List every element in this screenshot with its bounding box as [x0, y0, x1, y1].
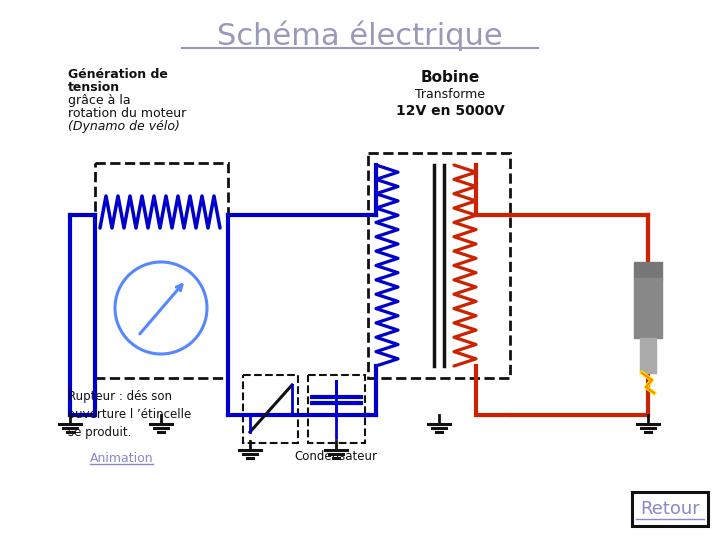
Text: Rupteur : dés son
ouverture l ’étincelle
se produit.: Rupteur : dés son ouverture l ’étincelle… — [68, 390, 192, 439]
Text: Animation: Animation — [90, 452, 153, 465]
Text: rotation du moteur: rotation du moteur — [68, 107, 186, 120]
Text: Bobine: Bobine — [420, 70, 480, 85]
Text: (Dynamo de vélo): (Dynamo de vélo) — [68, 120, 180, 133]
Bar — [634, 278, 662, 338]
Text: Génération de: Génération de — [68, 68, 168, 81]
Bar — [634, 262, 662, 280]
Bar — [95, 163, 228, 378]
Bar — [368, 153, 510, 378]
Bar — [640, 338, 656, 373]
Bar — [243, 375, 298, 443]
Text: 12V en 5000V: 12V en 5000V — [395, 104, 505, 118]
Text: tension: tension — [68, 81, 120, 94]
Text: Retour: Retour — [640, 500, 700, 518]
Text: grâce à la: grâce à la — [68, 94, 130, 107]
Text: Schéma électrique: Schéma électrique — [217, 21, 503, 51]
Text: Condensateur: Condensateur — [294, 450, 377, 463]
Text: Transforme: Transforme — [415, 88, 485, 101]
Bar — [632, 492, 708, 526]
Bar — [308, 375, 365, 443]
